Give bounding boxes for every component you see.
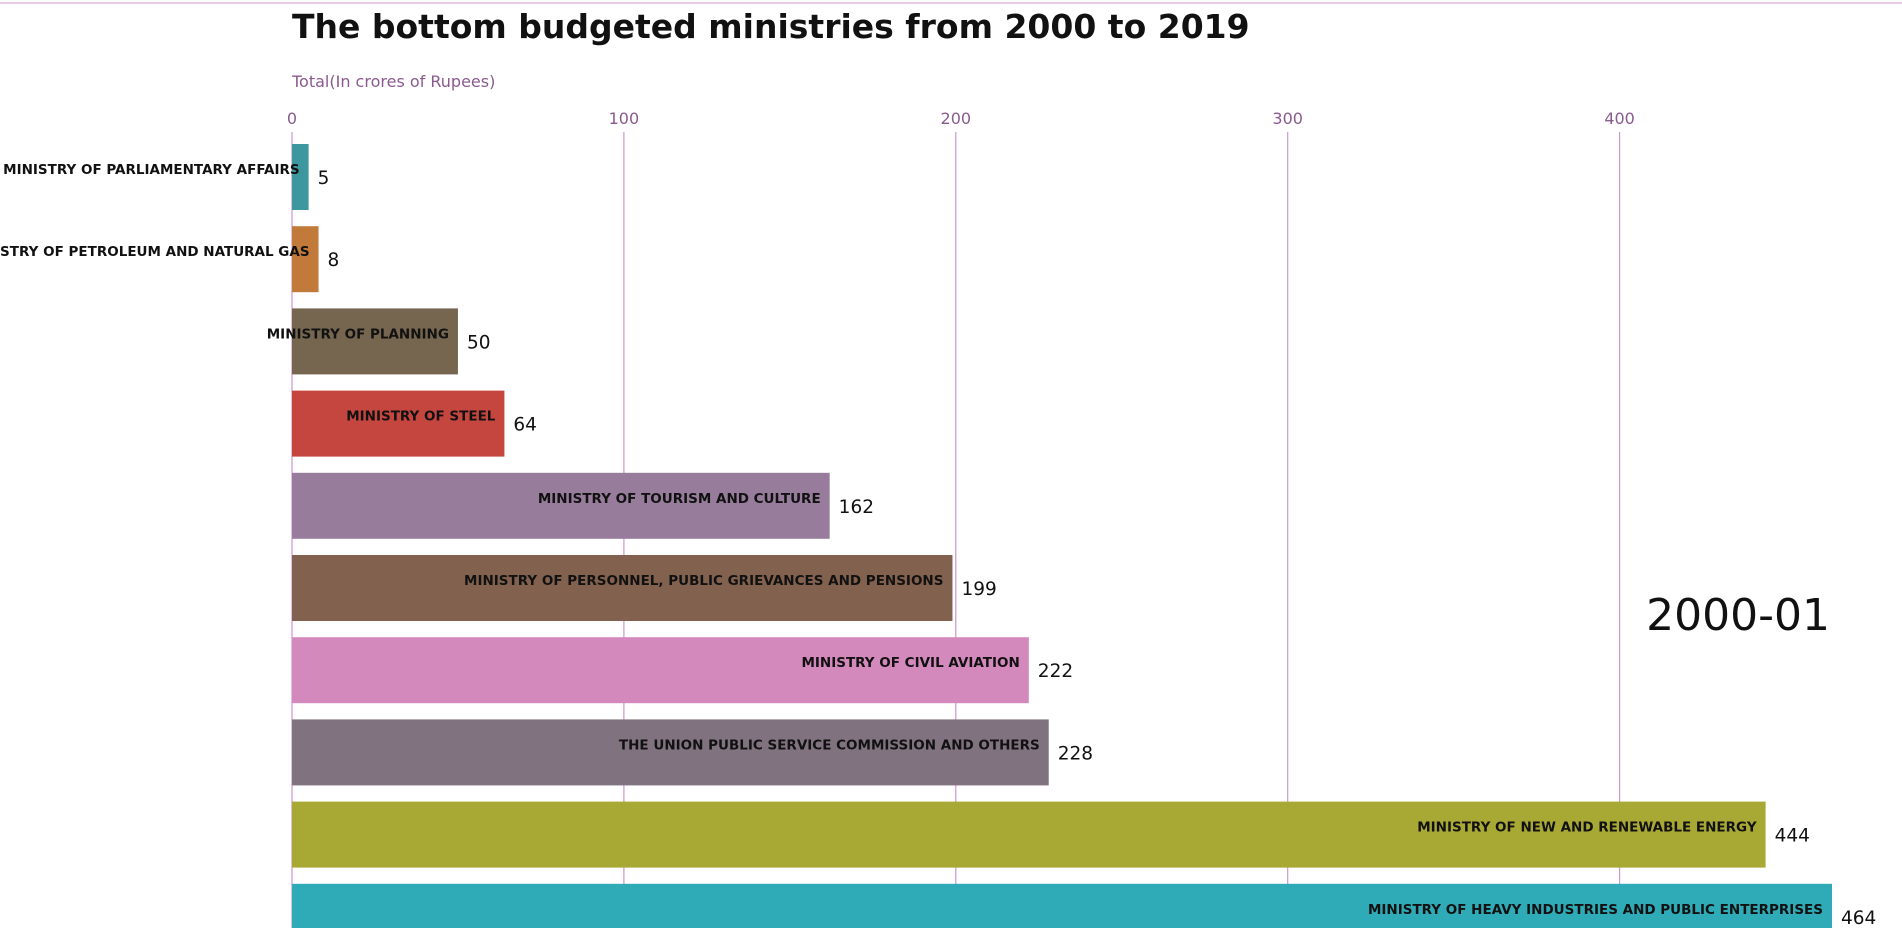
- bar: [292, 637, 1029, 704]
- bars: [292, 144, 1832, 928]
- bar: [292, 144, 309, 210]
- bar-labels: MINISTRY OF PARLIAMENTARY AFFAIRS MINISTR…: [0, 162, 1823, 918]
- bar-category-label: THE UNION PUBLIC SERVICE COMMISSION AND …: [619, 737, 1040, 753]
- bar: [292, 390, 505, 457]
- bar: [292, 719, 1049, 786]
- bar-category-label: MINISTRY OF PARLIAMENTARY AFFAIRS: [3, 162, 299, 178]
- bar-value-label: 8: [328, 250, 340, 271]
- bar-value-label: 162: [839, 497, 874, 518]
- bar-category-label: MINISTRY OF CIVIL AVIATION: [801, 655, 1019, 671]
- x-tick-label: 300: [1272, 109, 1303, 128]
- x-tick-label: 0: [287, 109, 297, 128]
- chart-title: The bottom budgeted ministries from 2000…: [292, 7, 1250, 46]
- bar-value-label: 199: [961, 579, 996, 600]
- bar-value-label: 464: [1841, 908, 1876, 928]
- bar: [292, 472, 830, 539]
- bar: [292, 883, 1832, 928]
- bar-category-label: MINISTRY OF PERSONNEL, PUBLIC GRIEVANCES…: [464, 573, 943, 589]
- bar: [292, 226, 319, 293]
- bar-value-label: 50: [467, 332, 491, 353]
- x-axis-label: Total(In crores of Rupees): [291, 72, 495, 91]
- bar-value-label: 444: [1775, 826, 1810, 847]
- bar-value-label: 64: [513, 415, 537, 436]
- x-tick-label: 200: [941, 109, 972, 128]
- bar-value-label: 228: [1058, 743, 1093, 764]
- bar-value-label: 222: [1038, 661, 1073, 682]
- bar-category-label: MINISTRY OF PETROLEUM AND NATURAL GAS: [0, 244, 310, 260]
- x-tick-label: 400: [1604, 109, 1635, 128]
- value-labels: 5 8 50 64 162 199 222 228 444 464: [318, 168, 1877, 928]
- bar: [292, 555, 953, 621]
- x-axis-ticks: 0 100 200 300 400: [287, 109, 1635, 128]
- bar: [292, 801, 1766, 868]
- bar-value-label: 5: [318, 168, 330, 189]
- x-tick-label: 100: [609, 109, 640, 128]
- period-label: 2000-01: [1646, 590, 1830, 641]
- bar-category-label: MINISTRY OF NEW AND RENEWABLE ENERGY: [1417, 820, 1757, 836]
- bar-category-label: MINISTRY OF PLANNING: [267, 326, 449, 342]
- bar: [292, 308, 458, 375]
- bar-category-label: MINISTRY OF STEEL: [346, 409, 496, 425]
- bar-category-label: MINISTRY OF HEAVY INDUSTRIES AND PUBLIC …: [1368, 902, 1823, 918]
- bar-category-label: MINISTRY OF TOURISM AND CULTURE: [538, 491, 821, 507]
